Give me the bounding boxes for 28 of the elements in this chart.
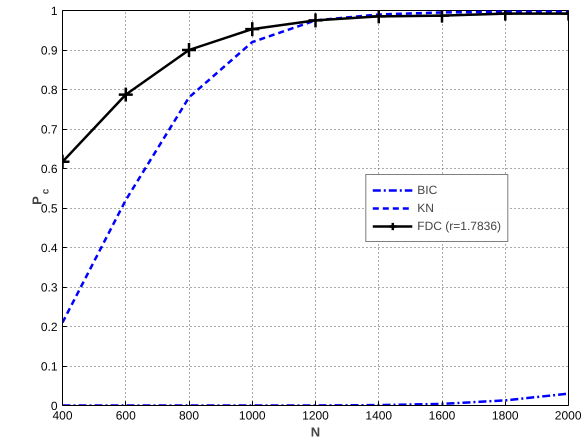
y-tick-label: 0.2: [40, 320, 58, 334]
y-tick-label: 0.6: [40, 162, 58, 176]
point: [118, 86, 134, 103]
y-tick-label: 1: [50, 4, 58, 18]
x-tick-label: 1200: [302, 408, 330, 422]
x-tick-label: 1600: [428, 408, 456, 422]
x-tick-label: 1400: [365, 408, 392, 422]
point: [244, 20, 260, 38]
y-tick-label: 0.8: [40, 83, 58, 97]
y-tick-label: 0.4: [40, 241, 58, 255]
x-tick-label: 600: [116, 408, 136, 422]
y-tick-label: 0.1: [40, 360, 58, 374]
x-tick-label: 800: [178, 408, 200, 422]
x-tick-label: 1800: [492, 408, 519, 422]
y-tick-label: 0.3: [40, 280, 58, 294]
y-tick-label: 0.9: [40, 44, 58, 58]
point: [434, 10, 450, 24]
legend-label: FDC (r=1.7836): [417, 218, 501, 234]
x-axis-title: N: [310, 424, 320, 440]
legend-label: BIC: [417, 182, 438, 198]
point: [180, 42, 198, 58]
y-tick-label: 0.7: [40, 122, 58, 136]
x-tick-label: 2000: [554, 408, 581, 422]
point: [370, 10, 387, 25]
x-tick-label: 1000: [238, 408, 266, 422]
point: [307, 12, 324, 29]
legend-label: KN: [417, 200, 435, 216]
line-series: [62, 10, 568, 324]
